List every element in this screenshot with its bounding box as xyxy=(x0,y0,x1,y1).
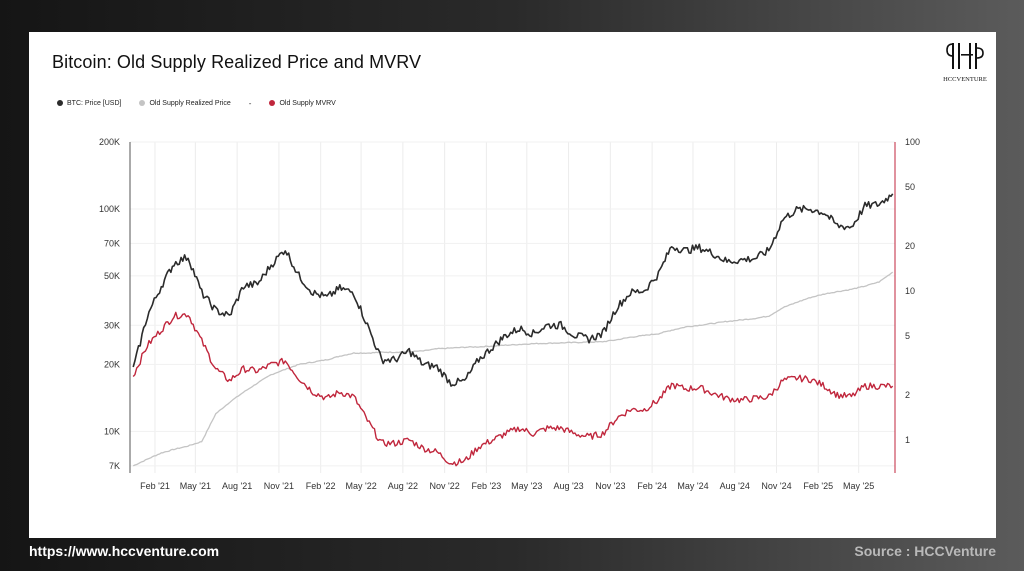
y-left-tick-label: 10K xyxy=(104,426,120,436)
y-left-tick-label: 200K xyxy=(99,137,120,147)
y-left-tick-label: 70K xyxy=(104,238,120,248)
legend-separator: - xyxy=(248,98,252,108)
x-tick-label: Feb '23 xyxy=(472,481,502,491)
x-tick-label: Feb '22 xyxy=(306,481,336,491)
x-tick-label: Feb '25 xyxy=(803,481,833,491)
chart-plot: Feb '21 May '21 Aug '21 Nov '21 Feb '22 May '… xyxy=(99,137,920,491)
x-tick-label: May '23 xyxy=(511,481,542,491)
x-tick-label: May '21 xyxy=(180,481,211,491)
x-tick-label: Nov '22 xyxy=(430,481,460,491)
x-tick-label: Nov '23 xyxy=(595,481,625,491)
y-left-tick-label: 20K xyxy=(104,359,120,369)
legend-label-price: BTC: Price [USD] xyxy=(67,99,122,107)
chart-legend: BTC: Price [USD] Old Supply Realized Pri… xyxy=(57,96,336,110)
y-left-tick-label: 7K xyxy=(109,461,120,471)
x-tick-label: Aug '21 xyxy=(222,481,252,491)
y-right-tick-label: 20 xyxy=(905,241,915,251)
x-tick-label: May '22 xyxy=(345,481,376,491)
y-right-tick-label: 50 xyxy=(905,182,915,192)
legend-label-realized: Old Supply Realized Price xyxy=(149,99,231,107)
x-tick-label: Aug '22 xyxy=(388,481,418,491)
realized-price-line xyxy=(132,271,894,467)
y-right-tick-label: 5 xyxy=(905,331,910,341)
legend-dot-mvrv xyxy=(269,100,276,106)
legend-item-dash: - xyxy=(249,99,252,108)
mvrv-line xyxy=(132,311,894,467)
x-tick-label: Aug '24 xyxy=(720,481,750,491)
legend-item-price: BTC: Price [USD] xyxy=(57,100,121,107)
legend-item-mvrv: Old Supply MVRV xyxy=(269,99,336,107)
x-tick-label: May '25 xyxy=(843,481,874,491)
y-right-tick-label: 1 xyxy=(905,435,910,445)
chart-title: Bitcoin: Old Supply Realized Price and M… xyxy=(52,52,422,72)
y-right-tick-label: 100 xyxy=(905,137,920,147)
x-tick-label: Nov '24 xyxy=(761,481,791,491)
x-tick-label: May '24 xyxy=(677,481,708,491)
chart-card: Bitcoin: Old Supply Realized Price and M… xyxy=(29,32,996,538)
svg-text:HCCVENTURE: HCCVENTURE xyxy=(943,76,987,83)
legend-dot-price xyxy=(57,100,63,106)
x-tick-label: Aug '23 xyxy=(553,481,583,491)
btc-price-line xyxy=(132,193,894,387)
footer-url: https://www.hccventure.com xyxy=(29,543,220,559)
y-left-tick-label: 100K xyxy=(99,204,120,214)
x-tick-label: Feb '21 xyxy=(140,481,170,491)
legend-item-realized: Old Supply Realized Price xyxy=(139,99,231,107)
footer-source: Source : HCCVenture xyxy=(854,543,996,559)
legend-label-mvrv: Old Supply MVRV xyxy=(279,99,336,107)
x-tick-label: Nov '21 xyxy=(264,481,294,491)
legend-dot-realized xyxy=(139,100,146,106)
x-tick-label: Feb '24 xyxy=(637,481,667,491)
y-right-tick-label: 10 xyxy=(905,286,915,296)
y-left-tick-label: 30K xyxy=(104,320,120,330)
y-left-tick-label: 50K xyxy=(104,271,120,281)
hccventure-logo: HCCVENTURE xyxy=(939,40,991,86)
y-right-tick-label: 2 xyxy=(905,390,910,400)
